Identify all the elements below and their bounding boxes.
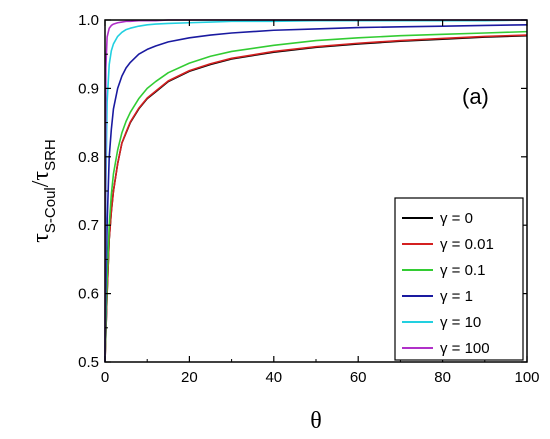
y-tick-label-3: 0.8 [78, 149, 99, 166]
legend-label-5: γ = 100 [440, 340, 490, 357]
y-axis-title: τS-Coul/τSRH [28, 139, 59, 243]
series-line-1 [104, 34, 528, 363]
x-tick-label-0: 0 [101, 369, 109, 386]
legend-items: γ = 0 γ = 0.01 γ = 0.1 γ = 1 γ = 10 γ = 100 [402, 210, 494, 357]
x-tick-label-5: 100 [514, 369, 539, 386]
y-axis-title-tau-2: τ [28, 171, 54, 181]
y-tick-label-4: 0.9 [78, 80, 99, 97]
y-tick-label-5: 1.0 [78, 12, 99, 29]
legend-label-0: γ = 0 [440, 210, 473, 227]
series-line-2 [104, 30, 528, 363]
x-tick-label-3: 60 [350, 369, 367, 386]
legend-label-3: γ = 1 [440, 288, 473, 305]
x-tick-label-4: 80 [434, 369, 451, 386]
legend-label-2: γ = 0.1 [440, 262, 485, 279]
legend-box [394, 197, 524, 361]
x-tick-label-2: 40 [265, 369, 282, 386]
series-line-3 [104, 23, 528, 363]
y-axis-title-sub-1: S-Coul [42, 187, 59, 233]
ticks-layer [104, 19, 528, 363]
legend-label-4: γ = 10 [440, 314, 481, 331]
y-axis-title-sub-2: SRH [42, 139, 59, 171]
x-axis-title: θ [310, 408, 322, 434]
legend-label-1: γ = 0.01 [440, 236, 494, 253]
y-tick-label-0: 0.5 [78, 354, 99, 371]
tick-labels: 0 20 40 60 80 100 0.5 0.6 0.7 0.8 0.9 1.0 [78, 12, 539, 386]
legend: γ = 0 γ = 0.01 γ = 0.1 γ = 1 γ = 10 γ = 100 [394, 197, 524, 361]
y-tick-label-2: 0.7 [78, 217, 99, 234]
y-tick-label-1: 0.6 [78, 286, 99, 303]
y-axis-title-tau-1: τ [28, 233, 54, 243]
panel-label: (a) [462, 84, 489, 109]
x-tick-label-1: 20 [181, 369, 198, 386]
y-axis-title-slash: / [28, 180, 54, 187]
